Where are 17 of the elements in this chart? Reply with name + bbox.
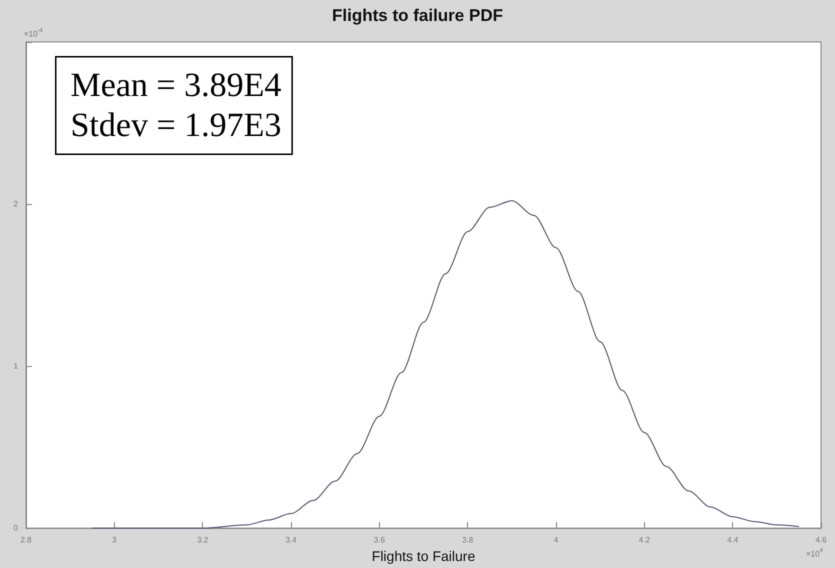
x-tick-label: 3 (112, 536, 118, 545)
x-axis-title: Flights to Failure (372, 548, 476, 564)
x-tick-label: 4.4 (727, 536, 739, 545)
line-series (92, 200, 800, 529)
x-tick-label: 3.4 (285, 536, 298, 545)
x-tick-label: 3.8 (462, 536, 474, 545)
x-tick-label: 4.2 (638, 536, 650, 545)
chart-title: Flights to failure PDF (332, 6, 503, 25)
x-tick-label: 3.6 (374, 536, 386, 545)
x-tick-label: 4 (554, 536, 559, 545)
y-tick-label: 1 (14, 362, 19, 371)
x-tick-label: 2.8 (20, 536, 32, 545)
y-tick-label: 0 (14, 524, 19, 533)
x-tick-label: 3.2 (197, 536, 209, 545)
x-tick-label: 4.6 (815, 536, 828, 545)
annotation: Mean = 3.89E4 Stdev = 1.97E3 (70, 67, 282, 144)
y-tick-label: 2 (14, 200, 19, 209)
